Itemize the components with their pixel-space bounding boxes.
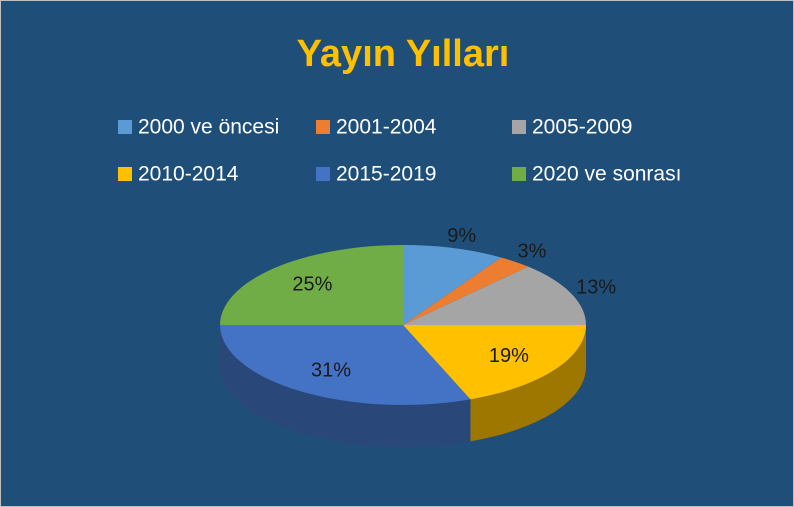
legend-swatch [316, 167, 330, 181]
data-label: 9% [447, 225, 476, 247]
data-label: 25% [292, 274, 332, 296]
legend-swatch [118, 120, 132, 134]
chart-title: Yayın Yılları [297, 33, 510, 75]
pie-slice [403, 245, 502, 325]
legend-swatch [512, 167, 526, 181]
pie-slice [403, 257, 529, 325]
pie-slice [403, 266, 586, 325]
data-label: 31% [311, 360, 351, 382]
legend-label: 2001-2004 [336, 116, 437, 139]
legend-swatch [316, 120, 330, 134]
legend-label: 2000 ve öncesi [138, 116, 279, 139]
pie-slice [220, 245, 403, 325]
pie-slice [220, 325, 471, 406]
legend-label: 2015-2019 [336, 163, 436, 186]
data-label: 3% [518, 241, 547, 263]
legend-label: 2005-2009 [532, 116, 632, 139]
data-label: 19% [489, 345, 529, 367]
legend-label: 2020 ve sonrası [532, 163, 681, 186]
data-label: 13% [576, 277, 616, 299]
pie-side [220, 325, 471, 447]
legend-swatch [118, 167, 132, 181]
pie-slice [403, 325, 586, 400]
legend-label: 2010-2014 [138, 163, 239, 186]
pie-side [470, 325, 586, 442]
legend-swatch [512, 120, 526, 134]
